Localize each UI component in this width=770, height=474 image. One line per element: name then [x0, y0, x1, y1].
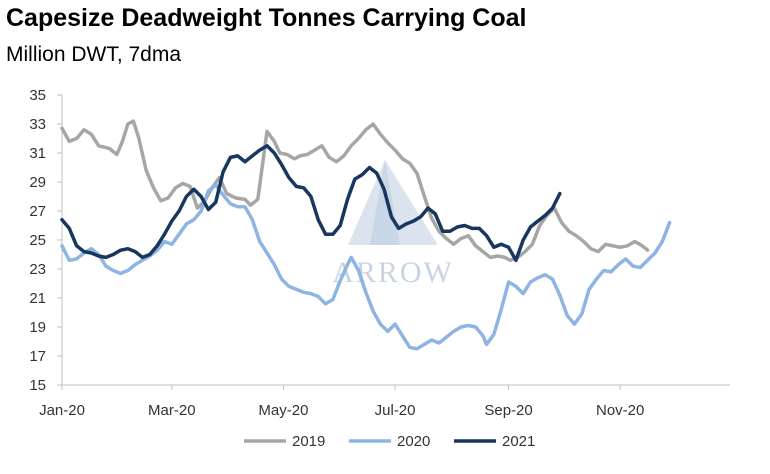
chart-axes: 15 17 19 21 23 25 27 29 31 33 35 Jan-20 Mar-20 May-20…: [29, 87, 730, 419]
x-tick-label: Jan-20: [39, 402, 85, 419]
y-tick-label: 33: [29, 116, 46, 133]
y-tick-label: 21: [29, 290, 46, 307]
legend-label-2019: 2019: [292, 433, 325, 450]
x-tick-label: Nov-20: [596, 402, 644, 419]
watermark-shape: [348, 160, 438, 245]
y-tick-label: 23: [29, 261, 46, 278]
chart-legend: 2019 2020 2021: [244, 433, 535, 450]
y-tick-label: 29: [29, 174, 46, 191]
watermark-shape: [370, 160, 400, 245]
legend-label-2021: 2021: [502, 433, 535, 450]
y-tick-label: 31: [29, 145, 46, 162]
x-tick-label: Sep-20: [484, 402, 532, 419]
y-tick-label: 17: [29, 348, 46, 365]
arrow-watermark-logo: ARROW: [332, 160, 452, 289]
x-tick-label: May-20: [258, 402, 308, 419]
y-tick-label: 19: [29, 319, 46, 336]
chart-subtitle: Million DWT, 7dma: [6, 43, 182, 66]
x-tick-label: Mar-20: [148, 402, 196, 419]
x-tick-label: Jul-20: [375, 402, 416, 419]
y-tick-label: 35: [29, 87, 46, 104]
series-layer: [60, 119, 672, 351]
series-line-2020: [60, 183, 672, 351]
series-line-2021: [60, 144, 562, 263]
y-tick-label: 27: [29, 203, 46, 220]
y-tick-label: 15: [29, 377, 46, 394]
chart-title: Capesize Deadweight Tonnes Carrying Coal: [6, 4, 527, 32]
y-tick-label: 25: [29, 232, 46, 249]
legend-label-2020: 2020: [397, 433, 430, 450]
